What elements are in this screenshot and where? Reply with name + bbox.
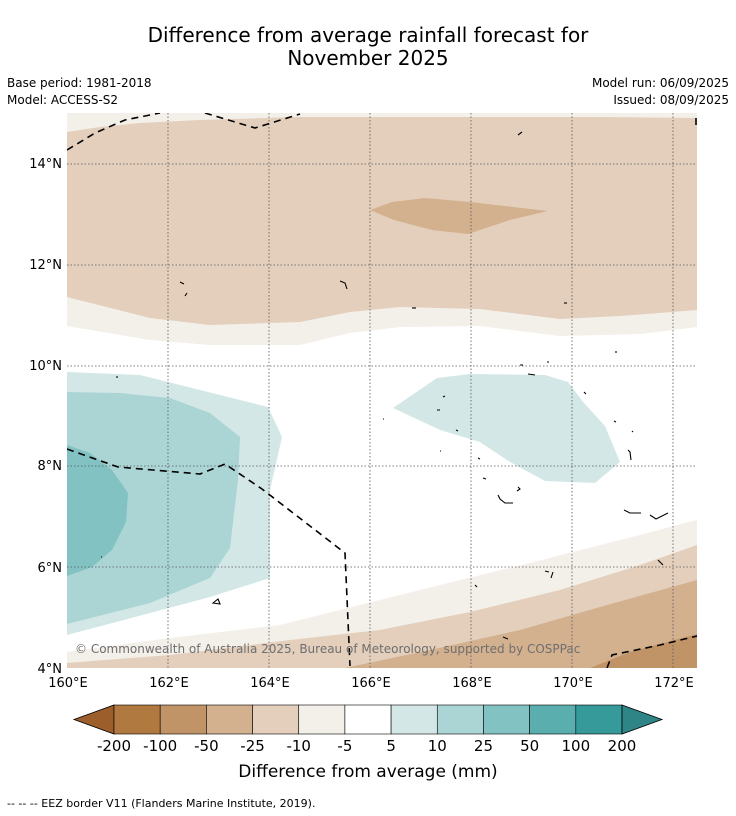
lat-label: 10°N [29, 359, 62, 374]
issued-date: Issued: 08/09/2025 [613, 93, 729, 107]
colorbar-tick-label: -5 [337, 737, 352, 755]
lon-label: 170°E [553, 676, 593, 691]
model-run-date: Model run: 06/09/2025 [591, 76, 729, 90]
contour-east-light [393, 374, 620, 483]
colorbar-tick-label: 5 [386, 737, 396, 755]
lat-label: 8°N [38, 459, 63, 474]
colorbar-tick-label: -10 [286, 737, 311, 755]
colorbar-extend-low [72, 704, 115, 735]
latitude-labels: 14°N 12°N 10°N 8°N 6°N 4°N [29, 157, 62, 677]
colorbar-tick-label: 25 [474, 737, 493, 755]
colorbar [72, 704, 664, 735]
lon-label: 160°E [48, 676, 88, 691]
contour-north-main [67, 117, 697, 325]
colorbar-tick-label: -25 [240, 737, 265, 755]
colorbar-tick-label: 50 [520, 737, 539, 755]
colorbar-tick-labels: -200 -100 -50 -25 -10 -5 5 10 25 50 100 … [97, 737, 636, 755]
colorbar-segment [252, 704, 300, 735]
eez-borders [67, 113, 697, 668]
lon-label: 162°E [149, 676, 189, 691]
contour-west-mid [67, 392, 240, 624]
map-title-line2: November 2025 [287, 46, 449, 70]
colorbar-tick-label: 200 [608, 737, 637, 755]
colorbar-tick-label: 10 [428, 737, 447, 755]
lon-label: 166°E [351, 676, 391, 691]
base-period: Base period: 1981-2018 [7, 76, 152, 90]
colorbar-segment [436, 704, 484, 735]
eez-border-north [67, 113, 161, 151]
colorbar-tick-label: -100 [143, 737, 177, 755]
model-name: Model: ACCESS-S2 [7, 93, 119, 107]
colorbar-segment [206, 704, 253, 735]
colorbar-tick-label: 100 [561, 737, 590, 755]
lat-label: 6°N [38, 561, 63, 576]
colorbar-segment [575, 704, 623, 735]
colorbar-segment [529, 704, 577, 735]
lat-label: 4°N [38, 662, 63, 677]
copyright-notice: © Commonwealth of Australia 2025, Bureau… [75, 642, 580, 656]
colorbar-segment [344, 704, 392, 735]
eez-border-southeast [606, 635, 697, 668]
graticule [67, 113, 697, 668]
lon-label: 164°E [250, 676, 290, 691]
contour-north-core [370, 198, 548, 234]
eez-footnote: -- -- -- EEZ border V11 (Flanders Marine… [7, 797, 316, 810]
colorbar-segment [483, 704, 530, 735]
colorbar-tick-label: -200 [97, 737, 131, 755]
colorbar-segment [390, 704, 438, 735]
map-plot-area: © Commonwealth of Australia 2025, Bureau… [67, 113, 697, 668]
lon-label: 168°E [452, 676, 492, 691]
islands [101, 131, 669, 640]
map-title-line1: Difference from average rainfall forecas… [147, 23, 589, 47]
eez-border-west [67, 448, 351, 667]
colorbar-segment [159, 704, 207, 735]
colorbar-segment [298, 704, 346, 735]
colorbar-title: Difference from average (mm) [238, 762, 498, 782]
lat-label: 14°N [29, 157, 62, 172]
eez-border-north-2 [204, 113, 301, 129]
contour-south-mid [345, 580, 697, 668]
colorbar-tick-label: -50 [194, 737, 219, 755]
colorbar-extend-high [621, 704, 664, 735]
lat-label: 12°N [29, 258, 62, 273]
longitude-labels: 160°E 162°E 164°E 166°E 168°E 170°E 172°… [48, 676, 694, 691]
colorbar-segment [113, 704, 161, 735]
contour-west-core [67, 445, 128, 576]
lon-label: 172°E [654, 676, 694, 691]
